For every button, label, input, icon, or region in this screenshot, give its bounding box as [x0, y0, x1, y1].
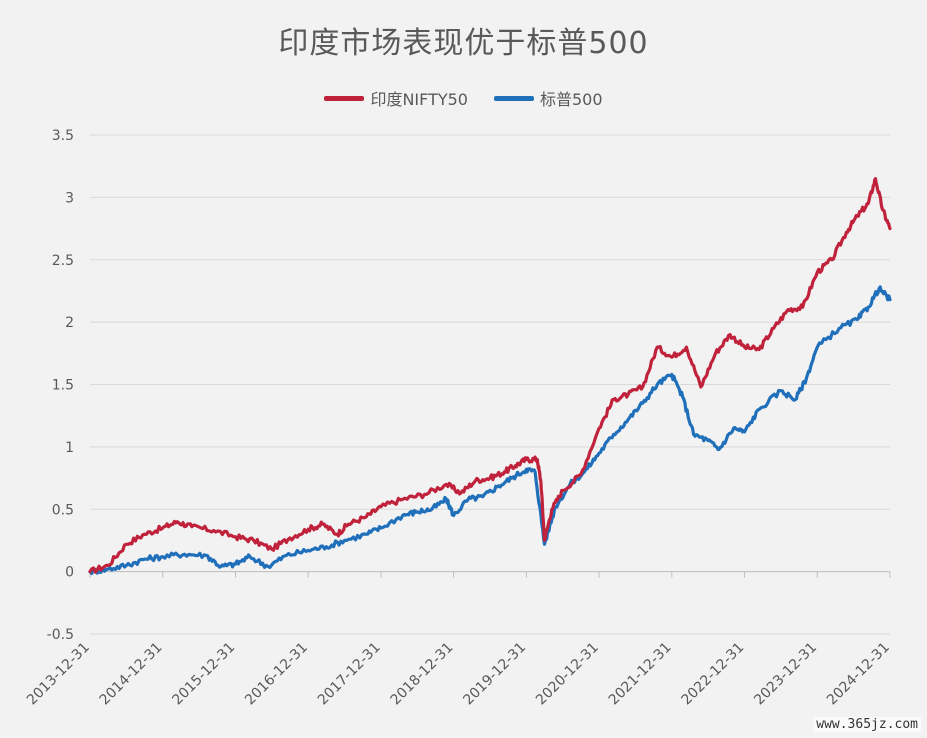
x-tick-label: 2022-12-31 [679, 640, 748, 709]
legend: 印度NIFTY50 标普500 [0, 86, 927, 110]
x-tick-label: 2020-12-31 [533, 640, 602, 709]
y-tick-label: 0 [65, 565, 74, 581]
x-tick-label: 2017-12-31 [315, 640, 384, 709]
y-tick-label: 1.5 [52, 378, 74, 394]
series-line-sp500 [88, 285, 892, 576]
x-tick-label: 2021-12-31 [606, 640, 675, 709]
y-tick-label: 1 [65, 440, 74, 456]
y-tick-label: 3.5 [52, 128, 74, 144]
x-tick-label: 2024-12-31 [824, 640, 893, 709]
chart-title: 印度市场表现优于标普500 [278, 26, 649, 61]
x-tick-label: 2016-12-31 [242, 640, 311, 709]
watermark: www.365jz.com [813, 717, 921, 732]
legend-item-sp500: 标普500 [493, 86, 603, 110]
y-tick-label: 0.5 [52, 502, 74, 518]
x-tick-label: 2013-12-31 [24, 640, 93, 709]
legend-label-nifty: 印度NIFTY50 [370, 90, 468, 109]
legend-swatch-sp500 [493, 95, 534, 101]
x-tick-label: 2018-12-31 [388, 640, 457, 709]
y-tick-label: 2.5 [52, 253, 74, 269]
x-tick-label: 2023-12-31 [751, 640, 820, 709]
y-tick-label: 2 [65, 315, 74, 331]
legend-swatch-nifty [324, 95, 365, 101]
x-tick-label: 2014-12-31 [97, 640, 166, 709]
y-tick-label: -0.5 [47, 627, 74, 643]
legend-label-sp500: 标普500 [539, 90, 603, 109]
series-line-nifty50 [88, 177, 892, 574]
x-tick-label: 2019-12-31 [460, 640, 529, 709]
y-tick-label: 3 [65, 190, 74, 206]
legend-item-nifty: 印度NIFTY50 [324, 86, 468, 110]
x-tick-label: 2015-12-31 [169, 640, 238, 709]
